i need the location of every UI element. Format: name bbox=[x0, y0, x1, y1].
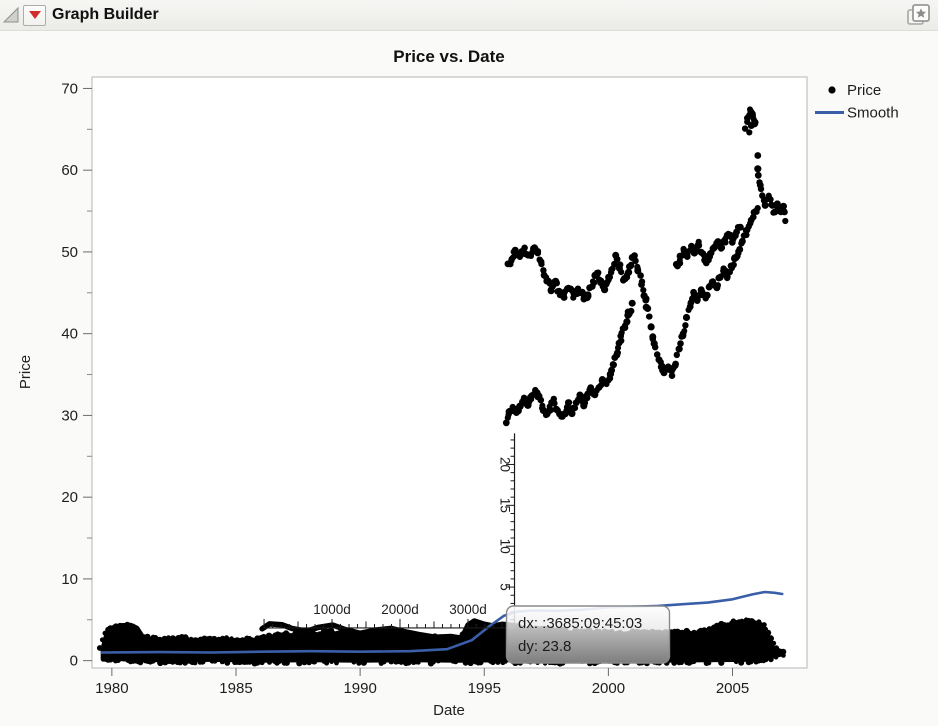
crosshair-ruler-tool: 1000d 2000d 3000d 5 10 15 20 bbox=[263, 433, 516, 629]
svg-text:70: 70 bbox=[61, 80, 78, 97]
svg-text:2000: 2000 bbox=[592, 680, 625, 697]
svg-text:0: 0 bbox=[70, 653, 78, 670]
svg-text:10: 10 bbox=[61, 571, 78, 588]
svg-text:40: 40 bbox=[61, 326, 78, 343]
svg-text:1980: 1980 bbox=[95, 680, 128, 697]
red-triangle-menu-button[interactable] bbox=[23, 4, 46, 26]
chart-titles: Price vs. Date Date Price bbox=[17, 47, 505, 719]
y-axis-title: Price bbox=[17, 355, 34, 389]
svg-text:30: 30 bbox=[61, 407, 78, 424]
legend-label-price: Price bbox=[847, 82, 881, 99]
red-triangle-icon bbox=[28, 11, 41, 19]
svg-text:20: 20 bbox=[498, 457, 513, 472]
legend: Price Smooth bbox=[815, 82, 899, 122]
report-title: Graph Builder bbox=[52, 6, 159, 23]
legend-item-price[interactable]: Price bbox=[828, 82, 881, 99]
measure-tooltip: dx: :3685:09:45:03 dy: 23.8 bbox=[505, 605, 671, 664]
svg-text:1000d: 1000d bbox=[313, 602, 351, 617]
svg-text:1995: 1995 bbox=[468, 680, 501, 697]
chart-title: Price vs. Date bbox=[393, 47, 505, 66]
legend-label-smooth: Smooth bbox=[847, 105, 899, 122]
svg-text:1985: 1985 bbox=[219, 680, 252, 697]
tooltip-dx-value: dx: :3685:09:45:03 bbox=[518, 615, 642, 632]
axes: 0 10 20 30 40 50 60 70 1980 1985 1990 1995 2000 2005 bbox=[61, 80, 749, 697]
svg-text:2000d: 2000d bbox=[381, 602, 419, 617]
svg-text:10: 10 bbox=[498, 539, 513, 554]
tooltip-box bbox=[505, 605, 671, 664]
svg-text:60: 60 bbox=[61, 162, 78, 179]
svg-text:15: 15 bbox=[498, 498, 513, 513]
legend-item-smooth[interactable]: Smooth bbox=[815, 105, 899, 122]
svg-text:1990: 1990 bbox=[343, 680, 376, 697]
x-axis-title: Date bbox=[433, 702, 465, 719]
journal-star-icon[interactable] bbox=[904, 1, 932, 29]
disclosure-wedge-icon[interactable] bbox=[2, 6, 20, 24]
svg-text:50: 50 bbox=[61, 244, 78, 261]
svg-text:3000d: 3000d bbox=[449, 602, 487, 617]
svg-text:2005: 2005 bbox=[716, 680, 749, 697]
tooltip-dy-value: dy: 23.8 bbox=[518, 638, 571, 655]
outline-title-bar: Graph Builder bbox=[0, 0, 938, 31]
price-marker-icon bbox=[828, 86, 836, 94]
svg-text:5: 5 bbox=[498, 583, 513, 591]
plot-frame bbox=[91, 76, 808, 669]
svg-text:20: 20 bbox=[61, 489, 78, 506]
